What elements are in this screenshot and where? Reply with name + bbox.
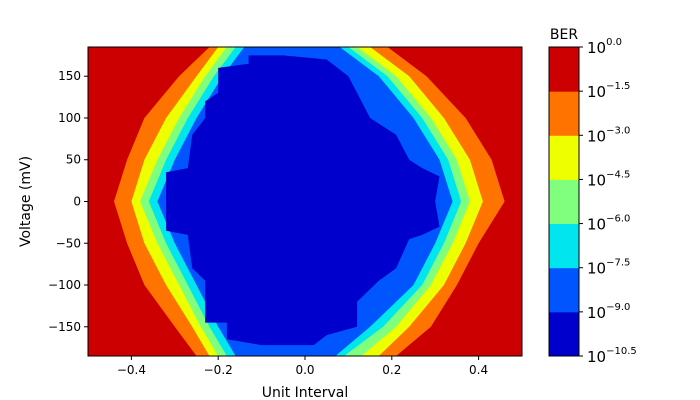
colorbar-tick-label: 10−7.5 — [587, 258, 630, 278]
y-tick-label: −100 — [48, 278, 81, 292]
x-axis: −0.4 −0.2 0.0 0.2 0.4 — [117, 356, 488, 377]
y-tick-label: −50 — [56, 236, 81, 250]
colorbar-band — [549, 179, 579, 225]
x-tick-label: 0.2 — [382, 363, 401, 377]
colorbar-tick-label: 10−3.0 — [587, 125, 630, 145]
colorbar-frame — [548, 46, 580, 357]
contour-plot-area — [88, 47, 522, 356]
colorbar-band — [549, 135, 579, 180]
colorbar-tick-label: 10−4.5 — [587, 169, 630, 189]
colorbar-band — [549, 91, 579, 136]
y-tick-label: 50 — [66, 153, 81, 167]
colorbar-band — [549, 267, 579, 313]
y-tick-label: 100 — [58, 111, 81, 125]
colorbar-tick-label: 10−10.5 — [587, 346, 637, 366]
contour-band-6 — [166, 55, 440, 346]
colorbar-band — [549, 311, 579, 357]
colorbar-band — [549, 223, 579, 269]
x-tick-label: −0.2 — [204, 363, 233, 377]
y-tick-label: 0 — [73, 195, 81, 209]
x-axis-label: Unit Interval — [262, 385, 349, 400]
y-tick-label: 150 — [58, 69, 81, 83]
colorbar: 10−10.5 10−9.0 10−7.5 10−6.0 10−4.5 10−3.0 10−… — [548, 37, 637, 366]
y-tick-label: −150 — [48, 320, 81, 334]
colorbar-tick-label: 10−1.5 — [587, 81, 630, 101]
x-tick-label: −0.4 — [117, 363, 146, 377]
y-axis: −150 −100 −50 0 50 100 150 — [48, 69, 88, 334]
colorbar-band — [549, 47, 579, 92]
x-tick-label: 0.0 — [295, 363, 314, 377]
colorbar-tick-label: 10−6.0 — [587, 214, 630, 234]
y-axis-label: Voltage (mV) — [18, 156, 34, 247]
colorbar-tick-label: 100.0 — [587, 37, 622, 57]
x-tick-label: 0.4 — [469, 363, 488, 377]
colorbar-tick-label: 10−9.0 — [587, 302, 630, 322]
colorbar-title: BER — [550, 27, 578, 43]
